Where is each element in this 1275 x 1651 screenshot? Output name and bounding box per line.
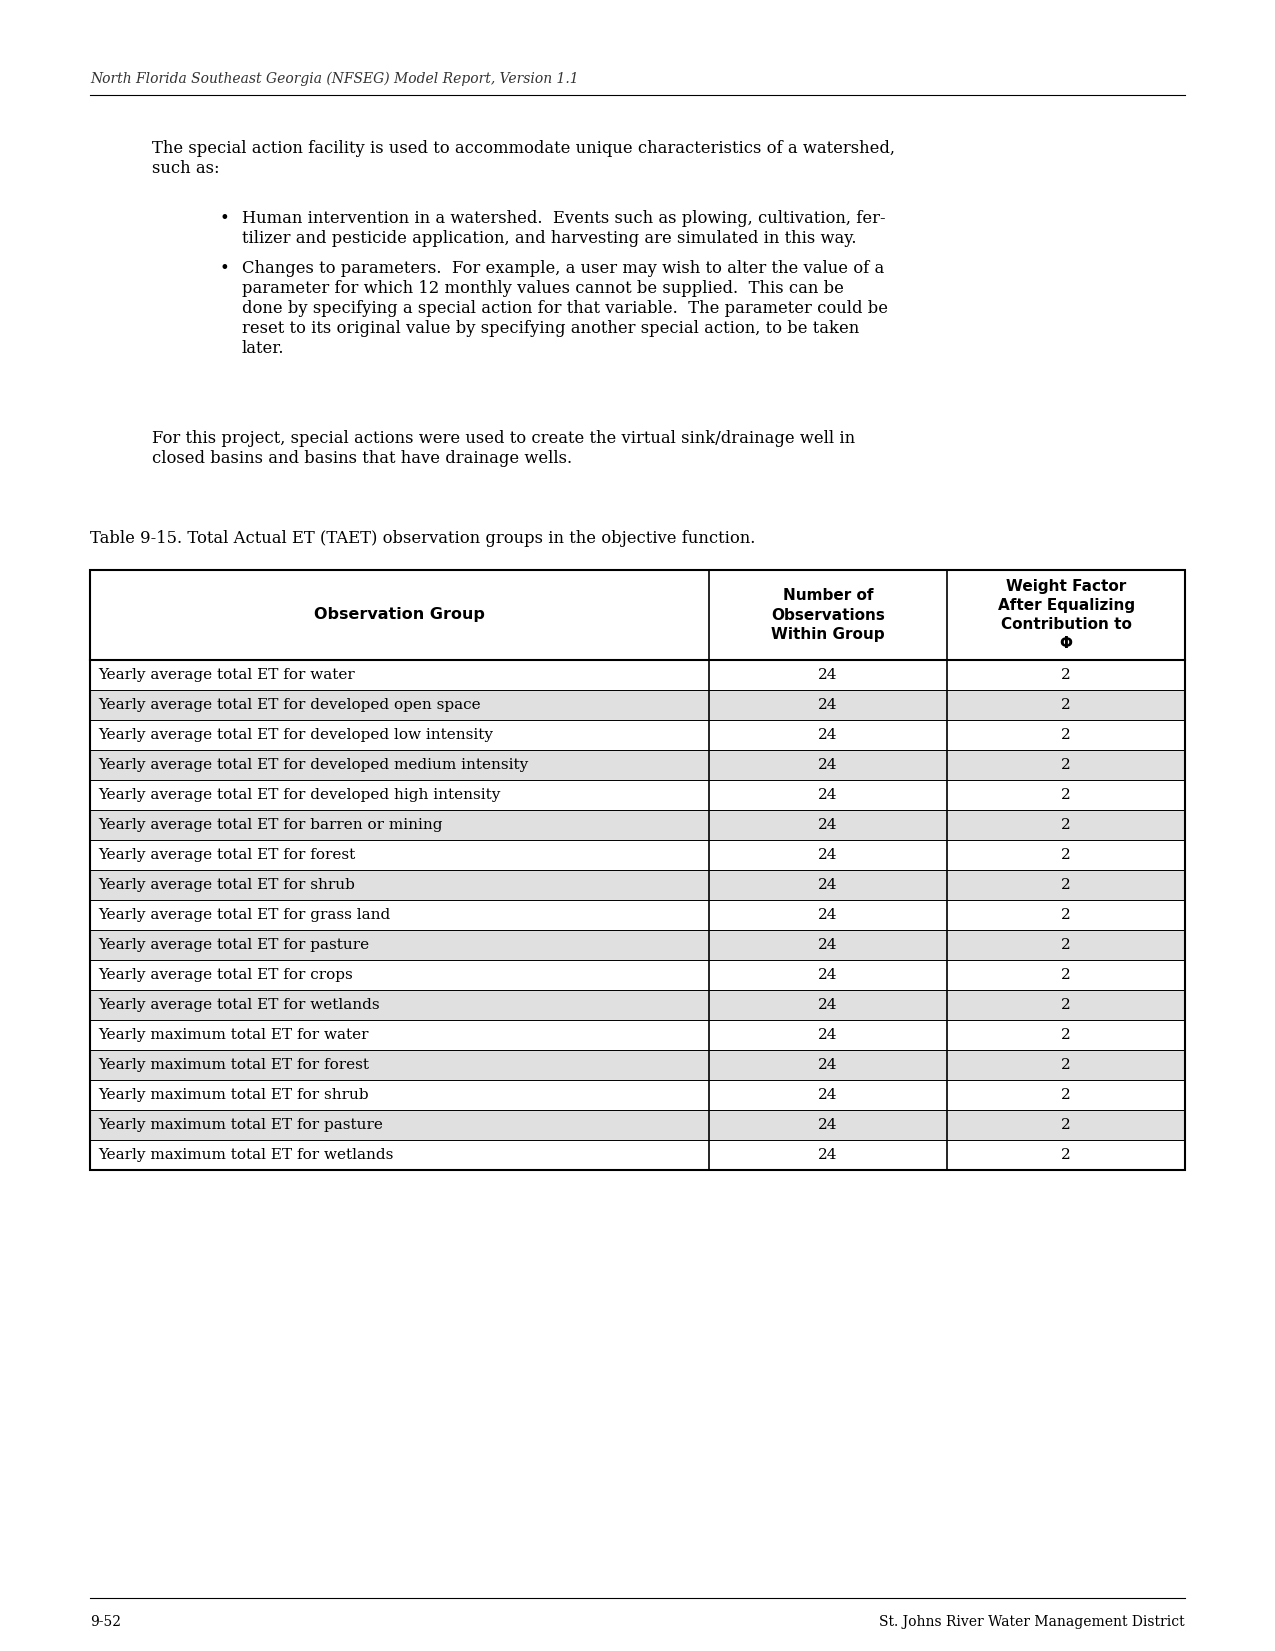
Text: 2: 2: [1061, 669, 1071, 682]
Text: Changes to parameters.  For example, a user may wish to alter the value of a: Changes to parameters. For example, a us…: [242, 259, 885, 277]
Text: Table 9-15. Total Actual ET (TAET) observation groups in the objective function.: Table 9-15. Total Actual ET (TAET) obser…: [91, 530, 755, 546]
Text: Number of
Observations
Within Group: Number of Observations Within Group: [771, 588, 885, 642]
Bar: [91, 570, 1184, 660]
Bar: [91, 1020, 1184, 1050]
Text: 24: 24: [819, 849, 838, 862]
Text: The special action facility is used to accommodate unique characteristics of a w: The special action facility is used to a…: [152, 140, 895, 157]
Text: Observation Group: Observation Group: [314, 608, 484, 622]
Text: 24: 24: [819, 878, 838, 892]
Text: Yearly maximum total ET for forest: Yearly maximum total ET for forest: [98, 1058, 368, 1071]
Text: Yearly maximum total ET for pasture: Yearly maximum total ET for pasture: [98, 1118, 382, 1133]
Text: Yearly average total ET for developed medium intensity: Yearly average total ET for developed me…: [98, 758, 528, 773]
Text: 24: 24: [819, 758, 838, 773]
Bar: [91, 900, 1184, 930]
Bar: [91, 991, 1184, 1020]
Text: closed basins and basins that have drainage wells.: closed basins and basins that have drain…: [152, 451, 572, 467]
Bar: [91, 720, 1184, 750]
Text: 2: 2: [1061, 938, 1071, 953]
Bar: [91, 1050, 1184, 1080]
Text: North Florida Southeast Georgia (NFSEG) Model Report, Version 1.1: North Florida Southeast Georgia (NFSEG) …: [91, 73, 579, 86]
Bar: [91, 660, 1184, 690]
Text: 2: 2: [1061, 1058, 1071, 1071]
Text: 24: 24: [819, 997, 838, 1012]
Text: 2: 2: [1061, 698, 1071, 712]
Text: Human intervention in a watershed.  Events such as plowing, cultivation, fer-: Human intervention in a watershed. Event…: [242, 210, 886, 226]
Text: •: •: [221, 210, 230, 226]
Text: Yearly maximum total ET for shrub: Yearly maximum total ET for shrub: [98, 1088, 368, 1101]
Text: 2: 2: [1061, 849, 1071, 862]
Text: Yearly average total ET for wetlands: Yearly average total ET for wetlands: [98, 997, 380, 1012]
Bar: [91, 750, 1184, 779]
Text: 2: 2: [1061, 1147, 1071, 1162]
Text: Yearly maximum total ET for wetlands: Yearly maximum total ET for wetlands: [98, 1147, 394, 1162]
Text: Yearly average total ET for barren or mining: Yearly average total ET for barren or mi…: [98, 817, 442, 832]
Text: later.: later.: [242, 340, 284, 357]
Bar: [91, 779, 1184, 811]
Text: 9-52: 9-52: [91, 1615, 121, 1630]
Text: 2: 2: [1061, 878, 1071, 892]
Text: 2: 2: [1061, 817, 1071, 832]
Text: 2: 2: [1061, 758, 1071, 773]
Text: 24: 24: [819, 1147, 838, 1162]
Text: Yearly maximum total ET for water: Yearly maximum total ET for water: [98, 1029, 368, 1042]
Bar: [91, 1139, 1184, 1171]
Bar: [91, 811, 1184, 840]
Text: Yearly average total ET for developed high intensity: Yearly average total ET for developed hi…: [98, 788, 500, 802]
Bar: [91, 1109, 1184, 1139]
Text: 24: 24: [819, 908, 838, 921]
Bar: [91, 570, 1184, 1171]
Text: Yearly average total ET for water: Yearly average total ET for water: [98, 669, 354, 682]
Bar: [91, 930, 1184, 959]
Text: 2: 2: [1061, 1088, 1071, 1101]
Text: 24: 24: [819, 817, 838, 832]
Text: 24: 24: [819, 788, 838, 802]
Text: 24: 24: [819, 1029, 838, 1042]
Text: Weight Factor
After Equalizing
Contribution to
Φ: Weight Factor After Equalizing Contribut…: [997, 580, 1135, 650]
Text: 2: 2: [1061, 997, 1071, 1012]
Text: •: •: [221, 259, 230, 277]
Bar: [91, 690, 1184, 720]
Text: Yearly average total ET for forest: Yearly average total ET for forest: [98, 849, 356, 862]
Text: 24: 24: [819, 698, 838, 712]
Text: 24: 24: [819, 669, 838, 682]
Text: For this project, special actions were used to create the virtual sink/drainage : For this project, special actions were u…: [152, 429, 856, 447]
Text: parameter for which 12 monthly values cannot be supplied.  This can be: parameter for which 12 monthly values ca…: [242, 281, 844, 297]
Bar: [91, 959, 1184, 991]
Text: reset to its original value by specifying another special action, to be taken: reset to its original value by specifyin…: [242, 320, 859, 337]
Text: Yearly average total ET for pasture: Yearly average total ET for pasture: [98, 938, 370, 953]
Text: 24: 24: [819, 728, 838, 741]
Text: 2: 2: [1061, 728, 1071, 741]
Text: 24: 24: [819, 1058, 838, 1071]
Text: tilizer and pesticide application, and harvesting are simulated in this way.: tilizer and pesticide application, and h…: [242, 229, 857, 248]
Text: done by specifying a special action for that variable.  The parameter could be: done by specifying a special action for …: [242, 300, 887, 317]
Text: 24: 24: [819, 967, 838, 982]
Text: 2: 2: [1061, 908, 1071, 921]
Text: 24: 24: [819, 938, 838, 953]
Text: such as:: such as:: [152, 160, 219, 177]
Text: 2: 2: [1061, 967, 1071, 982]
Text: Yearly average total ET for shrub: Yearly average total ET for shrub: [98, 878, 354, 892]
Text: 2: 2: [1061, 1118, 1071, 1133]
Bar: [91, 1080, 1184, 1109]
Text: Yearly average total ET for crops: Yearly average total ET for crops: [98, 967, 353, 982]
Text: 2: 2: [1061, 1029, 1071, 1042]
Text: 24: 24: [819, 1088, 838, 1101]
Text: 2: 2: [1061, 788, 1071, 802]
Bar: [91, 870, 1184, 900]
Text: 24: 24: [819, 1118, 838, 1133]
Text: St. Johns River Water Management District: St. Johns River Water Management Distric…: [880, 1615, 1184, 1630]
Text: Yearly average total ET for grass land: Yearly average total ET for grass land: [98, 908, 390, 921]
Text: Yearly average total ET for developed low intensity: Yearly average total ET for developed lo…: [98, 728, 493, 741]
Bar: [91, 840, 1184, 870]
Text: Yearly average total ET for developed open space: Yearly average total ET for developed op…: [98, 698, 481, 712]
